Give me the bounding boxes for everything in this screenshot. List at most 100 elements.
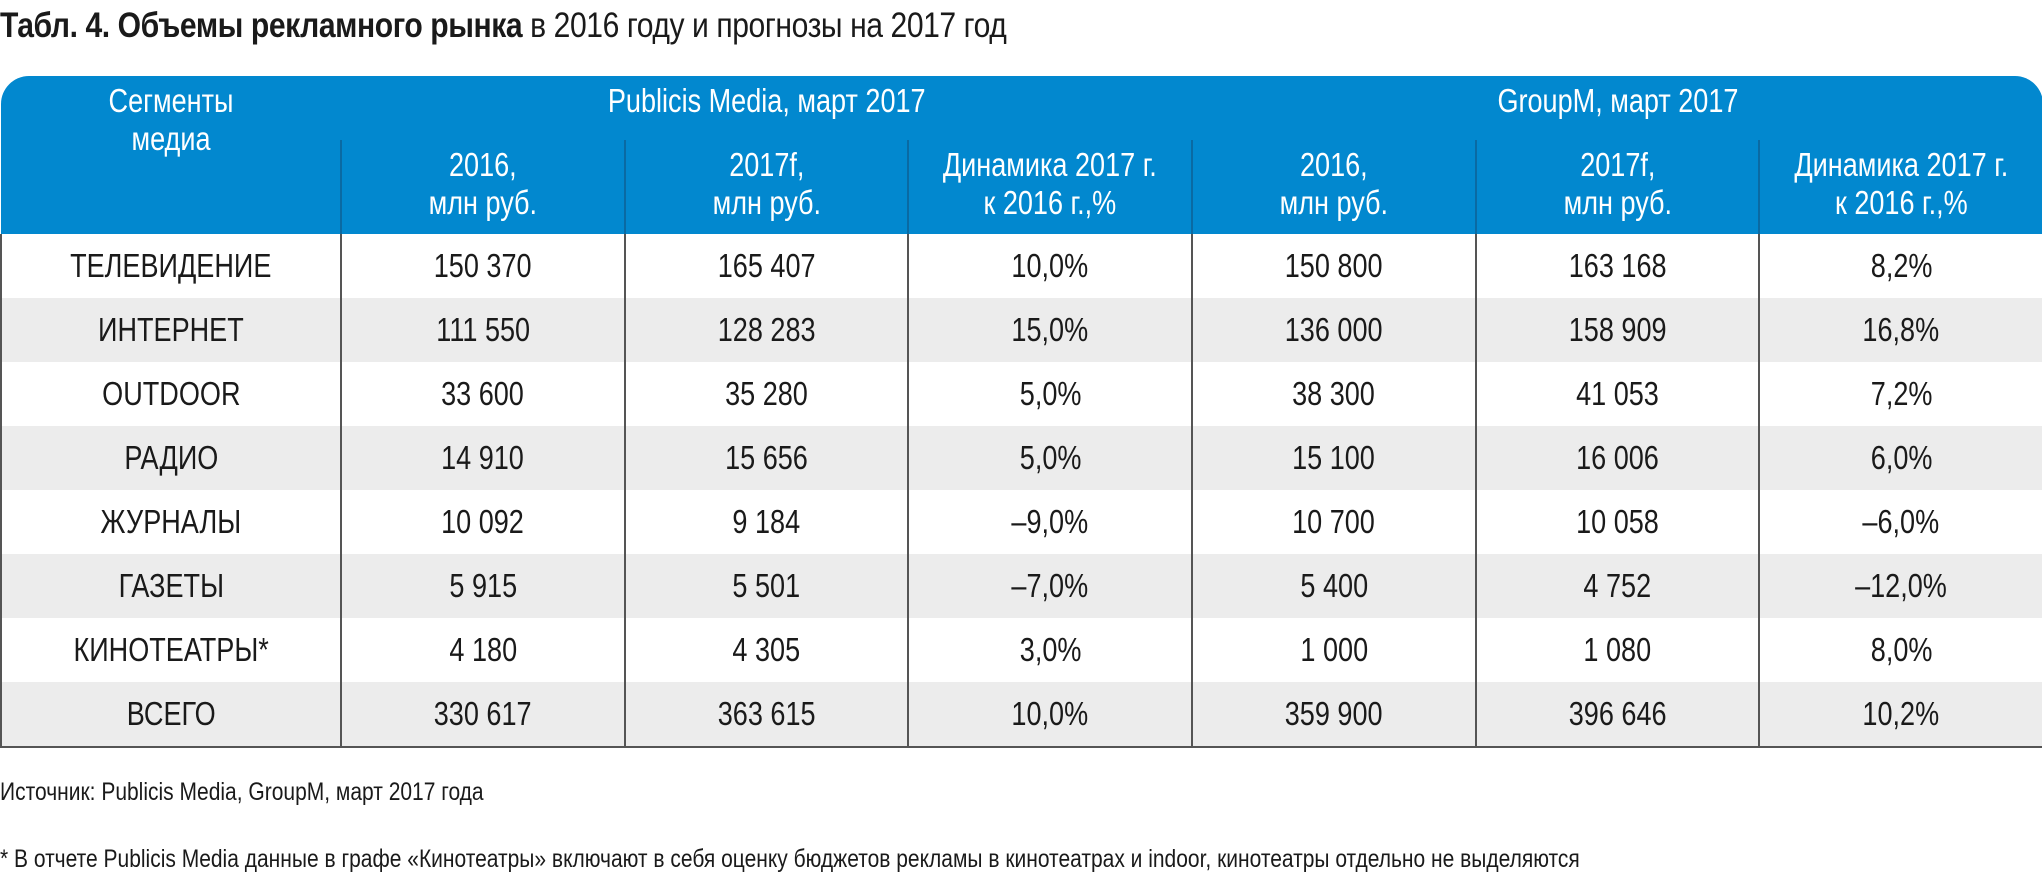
value-cell: –6,0% xyxy=(1758,490,2042,554)
cell-text: 3,0% xyxy=(1019,631,1081,668)
cell-text: 9 184 xyxy=(732,503,801,540)
header-segments: Сегменты медиа xyxy=(1,76,341,234)
value-cell: 14 910 xyxy=(340,426,625,490)
cell-text: –9,0% xyxy=(1011,503,1089,540)
value-cell: 33 600 xyxy=(340,362,625,426)
cell-text: 330 617 xyxy=(433,695,532,732)
cell-text: 8,0% xyxy=(1870,631,1932,668)
value-cell: 4 180 xyxy=(340,618,625,682)
cell-text: 163 168 xyxy=(1568,247,1667,284)
value-cell: 359 900 xyxy=(1190,682,1476,748)
cell-text: 10,0% xyxy=(1011,247,1089,284)
cell-text: –12,0% xyxy=(1855,567,1948,604)
cell-text: 128 283 xyxy=(717,311,816,348)
value-cell: 15,0% xyxy=(907,298,1192,362)
cell-text: 6,0% xyxy=(1870,439,1932,476)
header-group-publicis: Publicis Media, март 2017 xyxy=(341,76,1192,140)
value-cell: 5 400 xyxy=(1190,554,1476,618)
value-cell: 330 617 xyxy=(340,682,625,748)
value-cell: 10,0% xyxy=(907,682,1192,748)
subheader-col-5: 2017f, млн руб. xyxy=(1474,140,1760,234)
value-cell: –9,0% xyxy=(907,490,1192,554)
value-cell: 150 370 xyxy=(340,234,625,298)
subheader-line: 2016, xyxy=(448,146,517,183)
segment-cell: ВСЕГО xyxy=(0,682,341,748)
subheader-col-4: 2016, млн руб. xyxy=(1190,140,1476,234)
cell-text: 7,2% xyxy=(1870,375,1932,412)
segment-cell: ГАЗЕТЫ xyxy=(0,554,341,618)
value-cell: 6,0% xyxy=(1758,426,2042,490)
table-row: ЖУРНАЛЫ 10 092 9 184 –9,0% 10 700 10 058 –6,0% xyxy=(0,490,2042,554)
value-cell: 15 100 xyxy=(1190,426,1476,490)
table-row: ВСЕГО 330 617 363 615 10,0% 359 900 396 646 10… xyxy=(0,682,2042,748)
table-title-rest: в 2016 году и прогнозы на 2017 год xyxy=(522,6,1007,45)
segment-cell: OUTDOOR xyxy=(0,362,341,426)
cell-text: 16,8% xyxy=(1862,311,1940,348)
value-cell: 396 646 xyxy=(1474,682,1760,748)
value-cell: –7,0% xyxy=(907,554,1192,618)
cell-text: OUTDOOR xyxy=(101,375,241,412)
cell-text: 5 501 xyxy=(732,567,801,604)
subheader-col-2: 2017f, млн руб. xyxy=(623,140,909,234)
cell-text: ВСЕГО xyxy=(126,695,216,732)
table-title-bold: Табл. 4. Объемы рекламного рынка xyxy=(0,6,523,45)
cell-text: 10 700 xyxy=(1292,503,1376,540)
value-cell: 150 800 xyxy=(1190,234,1476,298)
source-note: Источник: Publicis Media, GroupM, март 2… xyxy=(0,778,484,806)
cell-text: 5 915 xyxy=(448,567,517,604)
value-cell: 5,0% xyxy=(907,362,1192,426)
segment-cell: КИНОТЕАТРЫ* xyxy=(0,618,341,682)
cell-text: 10,0% xyxy=(1011,695,1089,732)
value-cell: 8,0% xyxy=(1758,618,2042,682)
subheader-line: 2016, xyxy=(1299,146,1368,183)
value-cell: 10,0% xyxy=(907,234,1192,298)
value-cell: 10 058 xyxy=(1474,490,1760,554)
cell-text: 15,0% xyxy=(1011,311,1089,348)
subheader-line: млн руб. xyxy=(1279,184,1389,221)
segment-cell: РАДИО xyxy=(0,426,341,490)
table-row: OUTDOOR 33 600 35 280 5,0% 38 300 41 053 7,2% xyxy=(0,362,2042,426)
cell-text: 10 058 xyxy=(1576,503,1659,540)
table-row: ТЕЛЕВИДЕНИЕ 150 370 165 407 10,0% 150 800 163… xyxy=(0,234,2042,298)
cell-text: 165 407 xyxy=(717,247,816,284)
value-cell: 41 053 xyxy=(1474,362,1760,426)
value-cell: 3,0% xyxy=(907,618,1192,682)
cell-text: 41 053 xyxy=(1576,375,1659,412)
cell-text: –7,0% xyxy=(1011,567,1089,604)
cell-text: 363 615 xyxy=(717,695,816,732)
table-row: РАДИО 14 910 15 656 5,0% 15 100 16 006 6,0% xyxy=(0,426,2042,490)
value-cell: 10 092 xyxy=(340,490,625,554)
cell-text: РАДИО xyxy=(123,439,219,476)
header-segments-label: Сегменты медиа xyxy=(108,82,233,157)
cell-text: 14 910 xyxy=(441,439,525,476)
value-cell: 5 915 xyxy=(340,554,625,618)
value-cell: 158 909 xyxy=(1474,298,1760,362)
segment-cell: ТЕЛЕВИДЕНИЕ xyxy=(0,234,341,298)
data-table: Сегменты медиа Publicis Media, март 2017… xyxy=(0,76,2042,748)
header-group-groupm-label: GroupM, март 2017 xyxy=(1496,82,1738,119)
value-cell: 5 501 xyxy=(623,554,909,618)
cell-text: 5 400 xyxy=(1299,567,1368,604)
value-cell: 15 656 xyxy=(623,426,909,490)
table-row: ГАЗЕТЫ 5 915 5 501 –7,0% 5 400 4 752 –12,0% xyxy=(0,554,2042,618)
cell-text: –6,0% xyxy=(1862,503,1940,540)
value-cell: 5,0% xyxy=(907,426,1192,490)
subheader-line: к 2016 г.,% xyxy=(983,184,1117,221)
cell-text: 33 600 xyxy=(441,375,525,412)
cell-text: 5,0% xyxy=(1019,439,1081,476)
value-cell: 7,2% xyxy=(1758,362,2042,426)
cell-text: 359 900 xyxy=(1284,695,1383,732)
cell-text: 158 909 xyxy=(1568,311,1667,348)
value-cell: 128 283 xyxy=(623,298,909,362)
cell-text: 10,2% xyxy=(1862,695,1940,732)
cell-text: 150 800 xyxy=(1284,247,1383,284)
subheader-col-6: Динамика 2017 г. к 2016 г.,% xyxy=(1758,140,2042,234)
header-group-publicis-label: Publicis Media, март 2017 xyxy=(607,82,926,119)
cell-text: 16 006 xyxy=(1576,439,1659,476)
segment-cell: ИНТЕРНЕТ xyxy=(0,298,341,362)
cell-text: 4 752 xyxy=(1583,567,1652,604)
value-cell: 10 700 xyxy=(1190,490,1476,554)
value-cell: 4 305 xyxy=(623,618,909,682)
value-cell: 10,2% xyxy=(1758,682,2042,748)
cell-text: 4 305 xyxy=(732,631,801,668)
